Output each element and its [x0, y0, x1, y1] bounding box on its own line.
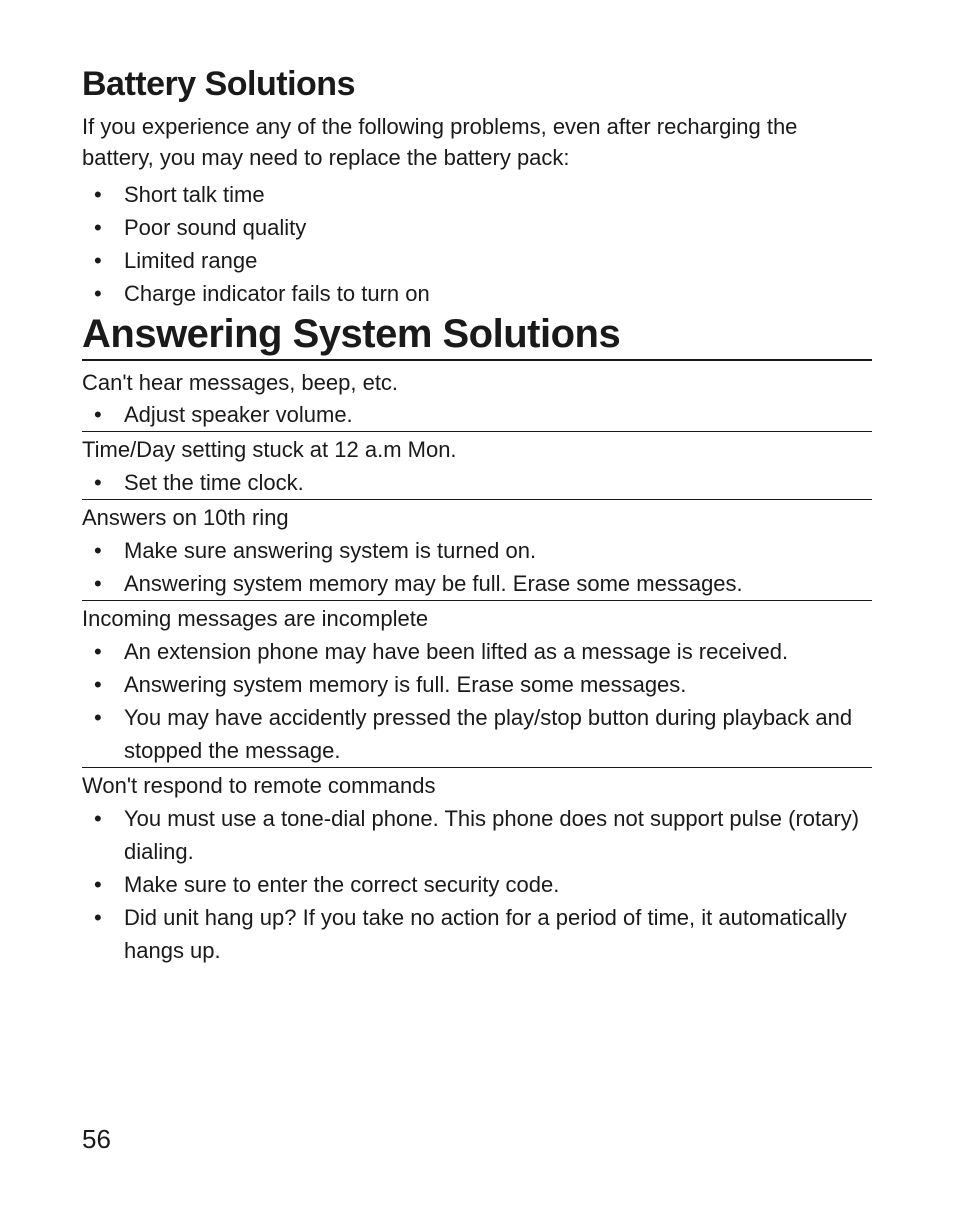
solution-item: Make sure answering system is turned on.: [82, 534, 872, 567]
problem-text: Can't hear messages, beep, etc.: [82, 367, 872, 399]
solution-item: Did unit hang up? If you take no action …: [82, 901, 872, 967]
page-number: 56: [82, 1124, 111, 1155]
battery-list-item: Short talk time: [82, 178, 872, 211]
solution-list: Adjust speaker volume.: [82, 398, 872, 431]
battery-list-item: Poor sound quality: [82, 211, 872, 244]
solution-item: You must use a tone-dial phone. This pho…: [82, 802, 872, 868]
solution-item: Set the time clock.: [82, 466, 872, 499]
solution-item: Adjust speaker volume.: [82, 398, 872, 431]
solution-item: Answering system memory is full. Erase s…: [82, 668, 872, 701]
problem-text: Answers on 10th ring: [82, 502, 872, 534]
solution-item: Answering system memory may be full. Era…: [82, 567, 872, 600]
section-divider: [82, 499, 872, 500]
problem-text: Won't respond to remote commands: [82, 770, 872, 802]
battery-list-item: Limited range: [82, 244, 872, 277]
battery-list: Short talk time Poor sound quality Limit…: [82, 178, 872, 310]
solution-list: You must use a tone-dial phone. This pho…: [82, 802, 872, 967]
solution-list: An extension phone may have been lifted …: [82, 635, 872, 767]
solution-item: You may have accidently pressed the play…: [82, 701, 872, 767]
section-divider: [82, 431, 872, 432]
battery-intro: If you experience any of the following p…: [82, 112, 872, 174]
answering-heading: Answering System Solutions: [82, 312, 872, 361]
battery-heading: Battery Solutions: [82, 65, 872, 104]
problem-text: Incoming messages are incomplete: [82, 603, 872, 635]
answering-solutions-section: Answering System Solutions Can't hear me…: [82, 312, 872, 967]
battery-list-item: Charge indicator fails to turn on: [82, 277, 872, 310]
solution-list: Make sure answering system is turned on.…: [82, 534, 872, 600]
solution-list: Set the time clock.: [82, 466, 872, 499]
battery-solutions-section: Battery Solutions If you experience any …: [82, 65, 872, 310]
section-divider: [82, 767, 872, 768]
solution-item: Make sure to enter the correct security …: [82, 868, 872, 901]
section-divider: [82, 600, 872, 601]
problem-text: Time/Day setting stuck at 12 a.m Mon.: [82, 434, 872, 466]
solution-item: An extension phone may have been lifted …: [82, 635, 872, 668]
